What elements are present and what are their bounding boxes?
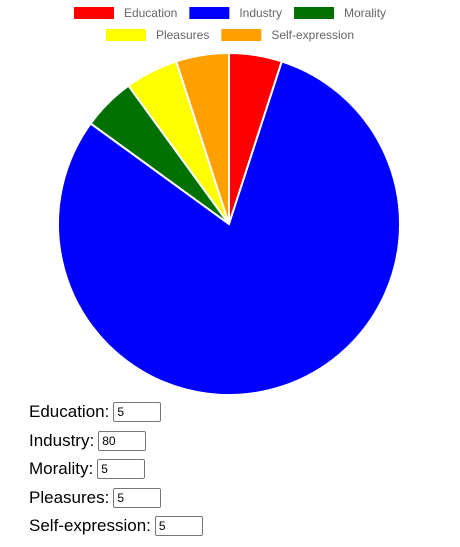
field-row-industry: Industry:: [29, 427, 203, 456]
pie-chart: Education Industry Morality Pleasures Self-e…: [57, 6, 401, 396]
morality-input[interactable]: [97, 459, 146, 480]
legend-item-morality[interactable]: Morality: [294, 6, 386, 20]
field-row-pleasures: Pleasures:: [29, 484, 203, 513]
legend-item-pleasures[interactable]: Pleasures: [105, 28, 209, 42]
value-form: Education: Industry: Morality: Pleasures…: [29, 398, 203, 541]
field-label-industry: Industry:: [29, 430, 95, 450]
legend-label-morality: Morality: [344, 6, 386, 20]
industry-input[interactable]: [98, 430, 147, 451]
chart-legend: Education Industry Morality Pleasures Self-e…: [73, 6, 386, 42]
field-row-education: Education:: [29, 398, 203, 427]
field-row-self-expression: Self-expression:: [29, 512, 203, 541]
legend-label-education: Education: [124, 6, 177, 20]
field-label-education: Education:: [29, 402, 110, 422]
field-label-morality: Morality:: [29, 459, 94, 479]
legend-label-self-expression: Self-expression: [271, 28, 354, 42]
legend-swatch-education: [73, 7, 114, 19]
self-expression-input[interactable]: [154, 516, 203, 537]
education-input[interactable]: [113, 402, 162, 423]
pie-slice-self-expression[interactable]: [174, 51, 230, 225]
legend-swatch-pleasures: [105, 29, 146, 41]
legend-item-education[interactable]: Education: [73, 6, 177, 20]
legend-label-pleasures: Pleasures: [156, 28, 209, 42]
legend-swatch-morality: [294, 7, 335, 19]
pleasures-input[interactable]: [113, 487, 162, 508]
legend-label-industry: Industry: [239, 6, 282, 20]
field-label-pleasures: Pleasures:: [29, 487, 110, 507]
legend-swatch-self-expression: [221, 29, 262, 41]
pie-slice-industry[interactable]: [57, 60, 401, 396]
legend-item-self-expression[interactable]: Self-expression: [221, 28, 354, 42]
pie-slices: [57, 51, 401, 396]
field-label-self-expression: Self-expression:: [29, 516, 151, 536]
field-row-morality: Morality:: [29, 455, 203, 484]
legend-item-industry[interactable]: Industry: [189, 6, 282, 20]
legend-swatch-industry: [189, 7, 230, 19]
